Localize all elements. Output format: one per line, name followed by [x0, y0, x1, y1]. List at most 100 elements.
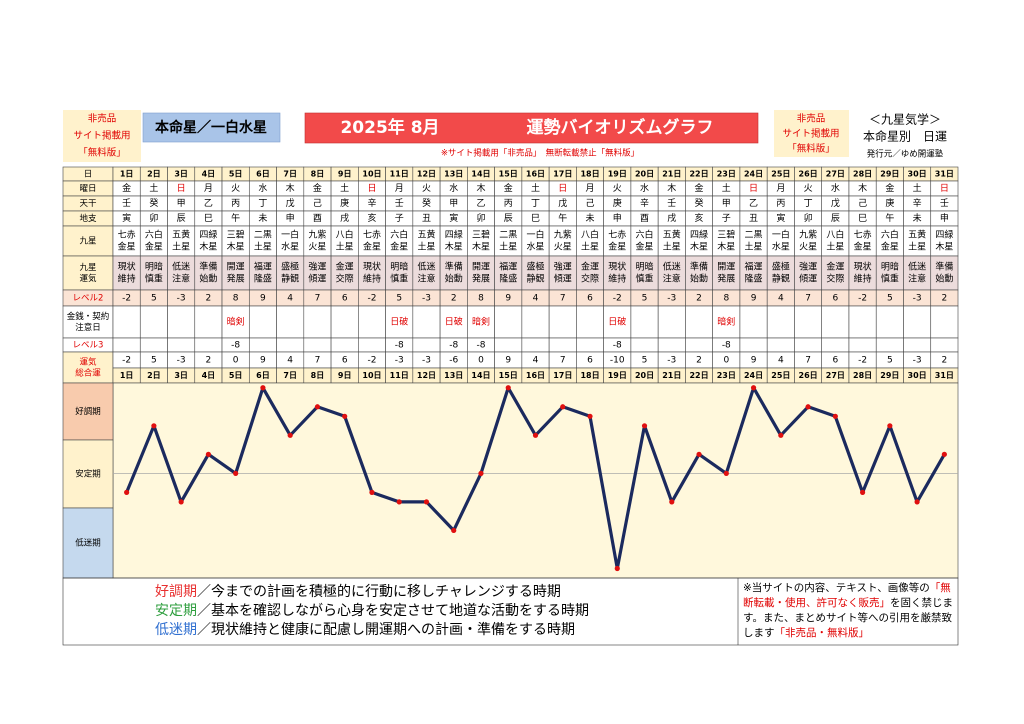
cell-text: 寅 [449, 212, 458, 224]
cell-text: 一白 [526, 229, 544, 241]
cell-text: 土星 [417, 241, 435, 253]
cell-text: 19日 [608, 170, 627, 179]
cell-text: 静観 [772, 273, 790, 285]
point [914, 499, 920, 505]
cell-text: -6 [449, 356, 458, 366]
cell-text: 福運 [254, 261, 272, 273]
cell-text: 木 [858, 182, 867, 194]
cell [194, 255, 223, 291]
cell-text: 己 [858, 198, 867, 209]
cell-text: 9 [751, 356, 757, 366]
cell-text: 辰 [177, 213, 186, 224]
cell-text: 傾運 [308, 273, 326, 285]
cell-text: 土星 [581, 241, 599, 253]
band-label: 安定期 [75, 469, 101, 480]
cell-text: 28日 [853, 170, 872, 179]
cell [903, 337, 932, 353]
warning: ※サイト掲載用「非売品」 無断転載禁止「無料版」 [441, 148, 639, 159]
cell-text: 盛極 [281, 261, 299, 273]
cell-text: 0 [478, 356, 484, 366]
cell-text: 未 [586, 212, 595, 224]
cell-text: -10 [610, 356, 625, 366]
cell [712, 305, 741, 339]
cell-text: 現状 [854, 261, 872, 273]
cell-text: 亥 [695, 212, 704, 224]
cell-text: 二黒 [499, 230, 517, 241]
cell-text: 五黄 [908, 229, 926, 241]
cell-text: 土 [531, 182, 540, 194]
cell-text: 水 [831, 182, 840, 194]
cell-text: 7 [560, 294, 566, 304]
cell-text: 八白 [826, 229, 844, 241]
cell [576, 225, 604, 257]
cell-text: 低迷 [663, 261, 681, 273]
cell-text: 酉 [640, 213, 649, 224]
cell-text: 29日 [880, 170, 899, 179]
cell [821, 225, 850, 257]
cell-text: 16日 [526, 371, 545, 380]
cell-text: 15日 [499, 170, 518, 179]
cell [930, 225, 959, 257]
cell [194, 337, 223, 353]
cell-text: 6 [832, 294, 838, 304]
cell-text: 11日 [390, 170, 409, 179]
cell-text: 開運 [227, 262, 245, 273]
cell-text: 金星 [363, 241, 381, 253]
cell-text: 現状 [118, 261, 136, 273]
row-label: レベル2 [73, 294, 104, 304]
cell-text: 巳 [531, 213, 540, 224]
cell-text: 5 [887, 356, 893, 366]
cell-text: 注意 [417, 273, 435, 285]
cell-text: 火 [804, 183, 813, 194]
row-label: 注意日 [75, 322, 101, 333]
cell-text: 27日 [826, 371, 845, 380]
point [587, 413, 593, 419]
cell [657, 225, 686, 257]
cell-text: 金星 [390, 241, 408, 253]
cell [821, 305, 850, 339]
cell-text: 8日 [311, 170, 325, 179]
row-label-cell [62, 255, 114, 291]
cell [276, 225, 305, 257]
cell-text: 土星 [745, 241, 763, 253]
cell-text: 9日 [338, 170, 352, 179]
cell [248, 255, 277, 291]
cell-text: 六白 [390, 229, 408, 241]
point [178, 499, 184, 505]
cell-text: 丙 [504, 198, 513, 209]
cell-text: 開運 [717, 262, 735, 273]
cell-text: 土星 [172, 241, 190, 253]
cell [848, 305, 877, 339]
cell-text: 土 [913, 182, 922, 194]
cell-text: 壬 [122, 198, 131, 209]
cell-text: 乙 [204, 198, 213, 209]
cell-text: 日 [558, 183, 567, 194]
title: 運勢バイオリズムグラフ [527, 117, 714, 138]
cell-text: 準備 [199, 261, 217, 273]
cell [330, 225, 359, 257]
row-label-cell [62, 225, 114, 257]
cell-text: 木星 [227, 241, 245, 253]
cell [494, 337, 523, 353]
cell-text: 11日 [390, 371, 409, 380]
cell-text: 癸 [422, 197, 431, 209]
point [750, 385, 757, 391]
cell-text: 2 [206, 294, 212, 304]
notice-text: 「非売品・無料版」 [774, 627, 870, 639]
cell [548, 337, 577, 353]
cell-text: 五黄 [172, 229, 190, 241]
cell-text: 7日 [283, 371, 297, 380]
cell-text: 乙 [476, 198, 485, 209]
cell-text: 12日 [417, 170, 436, 179]
notice-text: 非売品 [88, 113, 117, 125]
cell-text: 5日 [229, 371, 243, 380]
cell-text: 四緑 [935, 229, 953, 241]
cell-text: 慎重 [881, 273, 899, 285]
cell-text: 4 [533, 356, 539, 366]
cell-text: -8 [231, 341, 240, 351]
cell-text: 26日 [799, 371, 818, 380]
notice-text: ※当サイトの内容、テキスト、画像等の [743, 582, 930, 594]
cell-text: 日 [177, 183, 186, 194]
cell-text: 13日 [444, 371, 463, 380]
cell-text: 金 [885, 182, 894, 194]
